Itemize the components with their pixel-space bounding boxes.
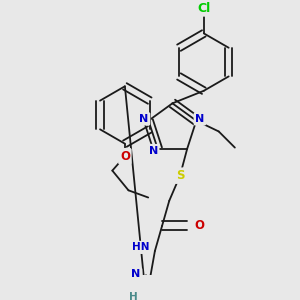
Text: H: H — [129, 292, 138, 300]
Text: N: N — [148, 146, 158, 156]
Text: O: O — [195, 219, 205, 232]
Text: N: N — [195, 114, 205, 124]
Text: S: S — [176, 169, 184, 182]
Text: N: N — [140, 114, 149, 124]
Text: Cl: Cl — [197, 2, 210, 15]
Text: HN: HN — [132, 242, 149, 252]
Text: O: O — [120, 150, 130, 163]
Text: N: N — [131, 269, 141, 279]
